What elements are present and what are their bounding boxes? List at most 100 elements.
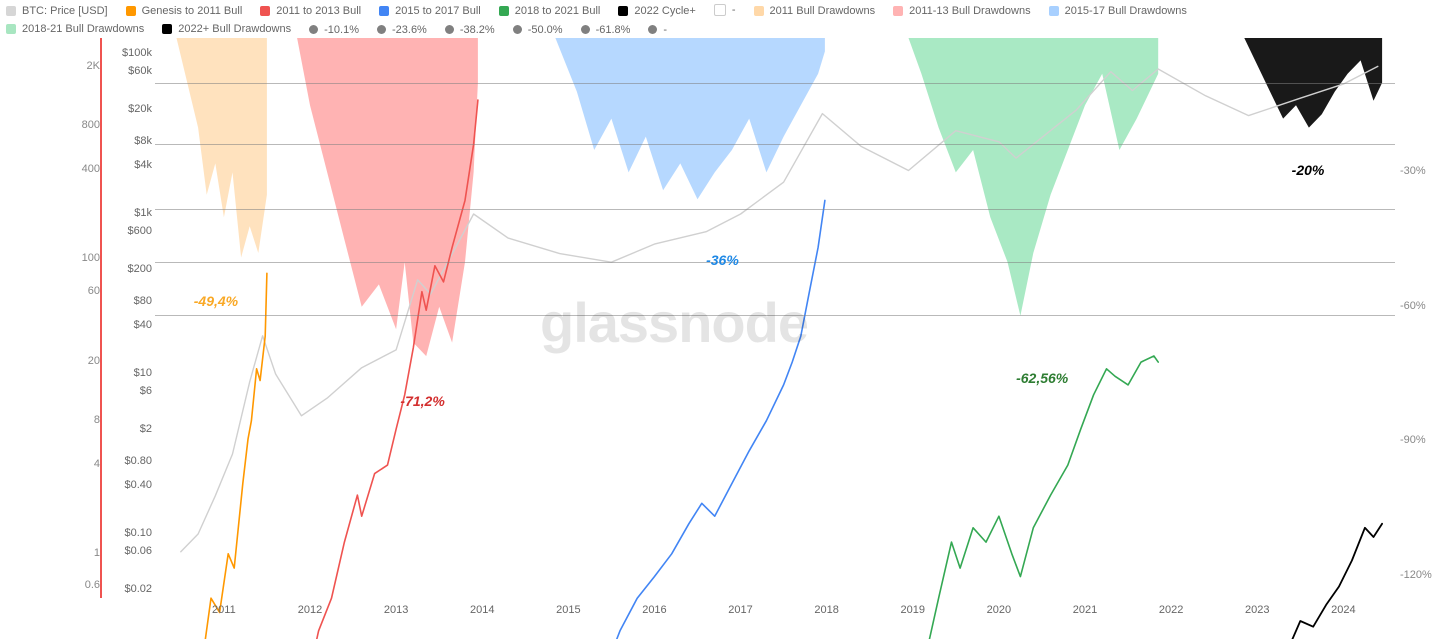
legend-swatch — [714, 4, 726, 16]
chart-plot-area[interactable] — [155, 38, 1395, 598]
legend-item[interactable]: BTC: Price [USD] — [6, 3, 108, 19]
x-axis-year-label: 2020 — [987, 604, 1011, 616]
cycle-line-black — [1244, 524, 1382, 639]
cycle-line-blue — [555, 200, 825, 639]
legend-swatch — [6, 24, 16, 34]
legend-item[interactable]: -61.8% — [581, 22, 631, 38]
legend-row-1: BTC: Price [USD] Genesis to 2011 Bull 2011… — [6, 2, 1446, 21]
x-axis-year-label: 2017 — [728, 604, 752, 616]
legend-swatch — [648, 25, 657, 34]
legend-swatch — [126, 6, 136, 16]
y-axis-price-label: $0.80 — [112, 455, 152, 467]
y-axis-price-label: $0.10 — [112, 527, 152, 539]
legend-label: -50.0% — [528, 22, 563, 38]
y-axis-multiplier-label: 60 — [60, 285, 100, 297]
legend-label: - — [663, 22, 667, 38]
y-axis-price-label: $60k — [112, 65, 152, 77]
legend-swatch — [754, 6, 764, 16]
legend-swatch — [260, 6, 270, 16]
chart-svg — [155, 38, 1395, 598]
legend-label: - — [732, 2, 736, 18]
legend-label: 2022 Cycle+ — [634, 3, 695, 19]
drawdown-annotation: -49,4% — [194, 293, 238, 309]
y-axis-price-label: $0.40 — [112, 479, 152, 491]
legend-item[interactable]: -50.0% — [513, 22, 563, 38]
pct-gridline — [155, 315, 1395, 316]
legend-label: 2022+ Bull Drawdowns — [178, 21, 291, 37]
y-axis-multiplier-label: 0.6 — [60, 579, 100, 591]
legend-swatch — [309, 25, 318, 34]
y-axis-price-label: $4k — [112, 159, 152, 171]
pct-gridline — [155, 209, 1395, 210]
y-axis-multiplier-label: 20 — [60, 355, 100, 367]
legend-swatch — [379, 6, 389, 16]
legend-swatch — [6, 6, 16, 16]
legend-item[interactable]: 2015-17 Bull Drawdowns — [1049, 3, 1187, 19]
x-axis-year-label: 2012 — [298, 604, 322, 616]
legend-swatch — [513, 25, 522, 34]
drawdown-annotation: -20% — [1292, 162, 1325, 178]
cycle-line-green — [909, 356, 1159, 639]
y-axis-drawdown-label: -60% — [1400, 300, 1440, 312]
legend-swatch — [618, 6, 628, 16]
drawdown-area-red — [297, 38, 478, 356]
legend-item[interactable]: 2011 Bull Drawdowns — [754, 3, 876, 19]
legend-swatch — [162, 24, 172, 34]
x-axis-year-label: 2019 — [901, 604, 925, 616]
legend-label: 2018 to 2021 Bull — [515, 3, 601, 19]
y-axis-price-label: $0.02 — [112, 583, 152, 595]
y-axis-price-label: $8k — [112, 135, 152, 147]
legend-item[interactable]: Genesis to 2011 Bull — [126, 3, 243, 19]
legend-item[interactable]: 2011 to 2013 Bull — [260, 3, 361, 19]
x-axis-year-label: 2015 — [556, 604, 580, 616]
y-axis-multiplier-label: 4 — [60, 458, 100, 470]
legend-label: 2015 to 2017 Bull — [395, 3, 481, 19]
legend-item[interactable]: -10.1% — [309, 22, 359, 38]
legend-item[interactable]: 2022 Cycle+ — [618, 3, 695, 19]
y-axis-multiplier-label: 800 — [60, 119, 100, 131]
legend-item[interactable]: - — [714, 2, 736, 18]
y-axis-price-label: $80 — [112, 295, 152, 307]
x-axis-year-label: 2018 — [814, 604, 838, 616]
y-axis-price-label: $10 — [112, 367, 152, 379]
legend-item[interactable]: 2011-13 Bull Drawdowns — [893, 3, 1030, 19]
legend-item[interactable]: -23.6% — [377, 22, 427, 38]
y-axis-multiplier-label: 8 — [60, 414, 100, 426]
y-axis-price-label: $0.06 — [112, 545, 152, 557]
left-secondary-axis-line — [100, 38, 102, 598]
legend-item[interactable]: 2022+ Bull Drawdowns — [162, 21, 291, 37]
legend-label: -10.1% — [324, 22, 359, 38]
drawdown-area-blue — [555, 38, 825, 199]
legend-item[interactable]: 2018 to 2021 Bull — [499, 3, 601, 19]
x-axis-year-label: 2014 — [470, 604, 494, 616]
legend-swatch — [581, 25, 590, 34]
legend-item[interactable]: - — [648, 22, 667, 38]
drawdown-area-orange — [177, 38, 267, 258]
x-axis-year-label: 2024 — [1331, 604, 1355, 616]
x-axis-year-label: 2023 — [1245, 604, 1269, 616]
y-axis-price-label: $600 — [112, 225, 152, 237]
y-axis-price-label: $200 — [112, 263, 152, 275]
legend-swatch — [499, 6, 509, 16]
y-axis-drawdown-label: -120% — [1400, 569, 1440, 581]
y-axis-multiplier-label: 2K — [60, 60, 100, 72]
legend-item[interactable]: 2015 to 2017 Bull — [379, 3, 481, 19]
legend-label: -61.8% — [596, 22, 631, 38]
y-axis-price-label: $6 — [112, 385, 152, 397]
y-axis-multiplier-label: 100 — [60, 252, 100, 264]
legend-row-2: 2018-21 Bull Drawdowns 2022+ Bull Drawdow… — [6, 21, 1446, 39]
legend-label: 2011-13 Bull Drawdowns — [909, 3, 1030, 19]
cycle-line-orange — [177, 273, 267, 639]
y-axis-drawdown-label: -30% — [1400, 165, 1440, 177]
legend-label: BTC: Price [USD] — [22, 3, 108, 19]
y-axis-price-label: $1k — [112, 207, 152, 219]
legend-swatch — [1049, 6, 1059, 16]
y-axis-price-label: $20k — [112, 103, 152, 115]
legend-item[interactable]: 2018-21 Bull Drawdowns — [6, 21, 144, 37]
x-axis-year-label: 2021 — [1073, 604, 1097, 616]
legend-label: 2018-21 Bull Drawdowns — [22, 21, 144, 37]
y-axis-multiplier-label: 400 — [60, 163, 100, 175]
legend-label: -38.2% — [460, 22, 495, 38]
y-axis-price-label: $100k — [112, 47, 152, 59]
legend-item[interactable]: -38.2% — [445, 22, 495, 38]
